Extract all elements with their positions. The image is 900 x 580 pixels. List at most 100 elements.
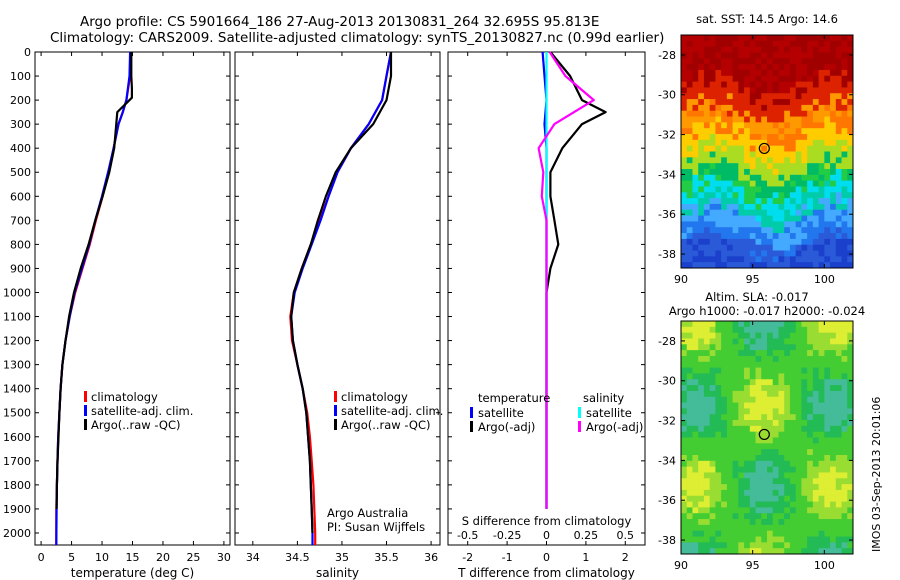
- heatmap-cell: [749, 209, 757, 217]
- heatmap-cell: [738, 168, 745, 176]
- heatmap-cell: [715, 262, 722, 269]
- heatmap-cell: [807, 489, 814, 497]
- heatmap-cell: [784, 87, 791, 94]
- heatmap-cell: [761, 355, 768, 363]
- heatmap-cell: [784, 250, 791, 257]
- legend-swatch: [334, 419, 337, 430]
- heatmap-cell: [795, 443, 802, 450]
- heatmap-cell: [721, 501, 728, 508]
- heatmap-cell: [715, 507, 722, 514]
- heatmap-cell: [692, 373, 699, 380]
- heatmap-cell: [761, 326, 768, 334]
- heatmap-cell: [841, 519, 848, 526]
- heatmap-cell: [732, 548, 739, 555]
- heatmap-cell: [789, 425, 797, 433]
- heatmap-cell: [801, 227, 808, 234]
- heatmap-cell: [755, 530, 762, 538]
- heatmap-cell: [721, 75, 728, 83]
- heatmap-cell: [744, 350, 751, 357]
- heatmap-cell: [847, 338, 854, 345]
- heatmap-cell: [795, 209, 802, 217]
- heatmap-cell: [801, 519, 808, 526]
- heatmap-cell: [761, 238, 768, 246]
- heatmap-cell: [784, 122, 791, 129]
- heatmap-cell: [795, 524, 802, 532]
- heatmap-cell: [744, 385, 751, 392]
- heatmap-cell: [709, 209, 716, 217]
- heatmap-cell: [778, 174, 785, 182]
- heatmap-cell: [841, 326, 848, 334]
- heatmap-cell: [709, 367, 716, 374]
- heatmap-cell: [692, 414, 699, 421]
- heatmap-cell: [767, 367, 774, 374]
- heatmap-cell: [841, 52, 848, 59]
- heatmap-cell: [824, 548, 831, 555]
- heatmap-cell: [784, 437, 791, 444]
- heatmap-cell: [726, 104, 734, 112]
- heatmap-cell: [789, 449, 797, 456]
- heatmap-cell: [841, 221, 848, 228]
- heatmap-cell: [824, 93, 831, 100]
- heatmap-cell: [692, 104, 699, 112]
- heatmap-cell: [818, 326, 825, 334]
- heatmap-cell: [681, 326, 688, 334]
- heatmap-cell: [801, 501, 808, 508]
- heatmap-cell: [795, 548, 802, 555]
- heatmap-cell: [686, 198, 693, 205]
- heatmap-cell: [692, 519, 699, 526]
- heatmap-cell: [738, 192, 745, 199]
- heatmap-cell: [709, 168, 716, 176]
- heatmap-cell: [841, 81, 848, 88]
- heatmap-cell: [755, 256, 762, 263]
- heatmap-cell: [744, 256, 751, 263]
- heatmap-cell: [807, 536, 814, 543]
- heatmap-cell: [744, 489, 751, 497]
- x-tick-label-2: 0: [543, 529, 550, 542]
- heatmap-cell: [721, 408, 728, 415]
- heatmap-cell: [767, 390, 774, 398]
- heatmap-cell: [715, 489, 722, 497]
- heatmap-cell: [772, 454, 779, 462]
- heatmap-cell: [686, 501, 693, 508]
- heatmap-cell: [818, 338, 825, 345]
- heatmap-cell: [749, 530, 757, 538]
- heatmap-cell: [812, 221, 820, 228]
- heatmap-cell: [807, 157, 814, 164]
- heatmap-cell: [835, 64, 843, 71]
- heatmap-cell: [755, 40, 762, 48]
- heatmap-cell: [715, 40, 722, 48]
- heatmap-cell: [784, 454, 791, 462]
- heatmap-cell: [749, 233, 757, 240]
- heatmap-cell: [721, 548, 728, 555]
- heatmap-cell: [830, 238, 837, 246]
- heatmap-cell: [807, 478, 814, 485]
- heatmap-cell: [801, 250, 808, 257]
- heatmap-cell: [807, 58, 814, 65]
- heatmap-cell: [726, 425, 734, 433]
- heatmap-cell: [732, 501, 739, 508]
- heatmap-cell: [772, 484, 779, 491]
- heatmap-cell: [784, 40, 791, 48]
- heatmap-cell: [709, 151, 716, 158]
- heatmap-cell: [795, 367, 802, 374]
- heatmap-cell: [732, 536, 739, 543]
- heatmap-cell: [698, 420, 705, 427]
- heatmap-cell: [801, 93, 808, 100]
- heatmap-cell: [686, 367, 693, 374]
- heatmap-cell: [715, 87, 722, 94]
- heatmap-cell: [801, 174, 808, 182]
- heatmap-cell: [761, 227, 768, 234]
- heatmap-cell: [681, 367, 688, 374]
- heatmap-cell: [703, 93, 711, 100]
- heatmap-cell: [824, 332, 831, 339]
- heatmap-cell: [767, 40, 774, 48]
- heatmap-cell: [847, 420, 854, 427]
- heatmap-cell: [841, 402, 848, 409]
- heatmap-cell: [795, 484, 802, 491]
- heatmap-cell: [709, 221, 716, 228]
- heatmap-cell: [847, 163, 854, 170]
- heatmap-cell: [681, 396, 688, 404]
- heatmap-cell: [726, 443, 734, 450]
- heatmap-cell: [778, 530, 785, 538]
- heatmap-cell: [818, 373, 825, 380]
